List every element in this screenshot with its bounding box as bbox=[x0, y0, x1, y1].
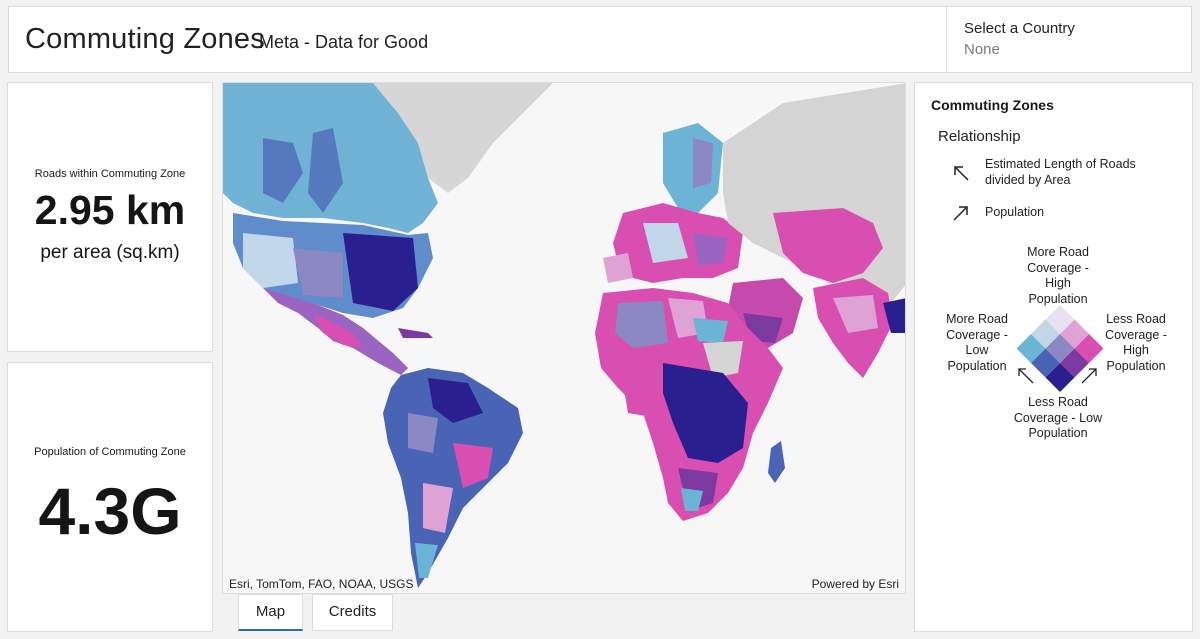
tab-credits[interactable]: Credits bbox=[312, 594, 393, 631]
population-indicator-label: Population of Commuting Zone bbox=[34, 446, 186, 458]
map-view[interactable]: Esri, TomTom, FAO, NOAA, USGS Powered by… bbox=[222, 82, 906, 594]
population-indicator-panel: Population of Commuting Zone 4.3G bbox=[7, 362, 213, 632]
legend-panel: Commuting Zones Relationship Estimated L… bbox=[914, 82, 1193, 632]
roads-indicator-label: Roads within Commuting Zone bbox=[34, 168, 186, 180]
legend-title: Commuting Zones bbox=[931, 97, 1054, 113]
roads-indicator-value: 2.95 km bbox=[34, 187, 186, 233]
tab-map[interactable]: Map bbox=[238, 594, 303, 631]
powered-by-esri[interactable]: Powered by Esri bbox=[811, 577, 899, 591]
header-bar: Commuting Zones Meta - Data for Good Sel… bbox=[8, 6, 1192, 73]
legend-corner-right: Less Road Coverage - High Population bbox=[1105, 312, 1167, 373]
legend-corner-left: More Road Coverage - Low Population bbox=[946, 312, 1008, 373]
legend-corner-top: More Road Coverage - High Population bbox=[1027, 245, 1089, 306]
country-selector-value[interactable]: None bbox=[964, 41, 1000, 58]
country-selector[interactable]: Select a Country None bbox=[946, 7, 1192, 72]
world-map-graphic[interactable] bbox=[223, 83, 906, 594]
legend-corner-bottom: Less Road Coverage - Low Population bbox=[1013, 395, 1103, 440]
legend-cell bbox=[1045, 362, 1075, 392]
map-attribution: Esri, TomTom, FAO, NOAA, USGS bbox=[229, 577, 414, 591]
country-selector-label: Select a Country bbox=[964, 20, 1075, 37]
roads-indicator-unit: per area (sq.km) bbox=[40, 242, 180, 263]
bivariate-legend-grid bbox=[1016, 305, 1104, 392]
legend-cell bbox=[1045, 305, 1075, 334]
population-indicator-value: 4.3G bbox=[38, 474, 182, 548]
arrow-up-right-small-icon bbox=[1081, 368, 1097, 384]
legend-item-population: Population bbox=[985, 205, 1045, 219]
legend-relationship-label: Relationship bbox=[938, 128, 1021, 145]
app-title: Commuting Zones bbox=[25, 23, 265, 55]
legend-cell bbox=[1045, 333, 1075, 363]
app-subtitle: Meta - Data for Good bbox=[259, 32, 429, 52]
legend-item-roads: Estimated Length of Roads divided by Are… bbox=[985, 157, 1136, 187]
arrow-up-left-small-icon bbox=[1018, 368, 1034, 384]
arrow-up-right-icon bbox=[953, 206, 968, 221]
arrow-up-left-icon bbox=[954, 166, 969, 181]
roads-indicator-panel: Roads within Commuting Zone 2.95 km per … bbox=[7, 82, 213, 352]
